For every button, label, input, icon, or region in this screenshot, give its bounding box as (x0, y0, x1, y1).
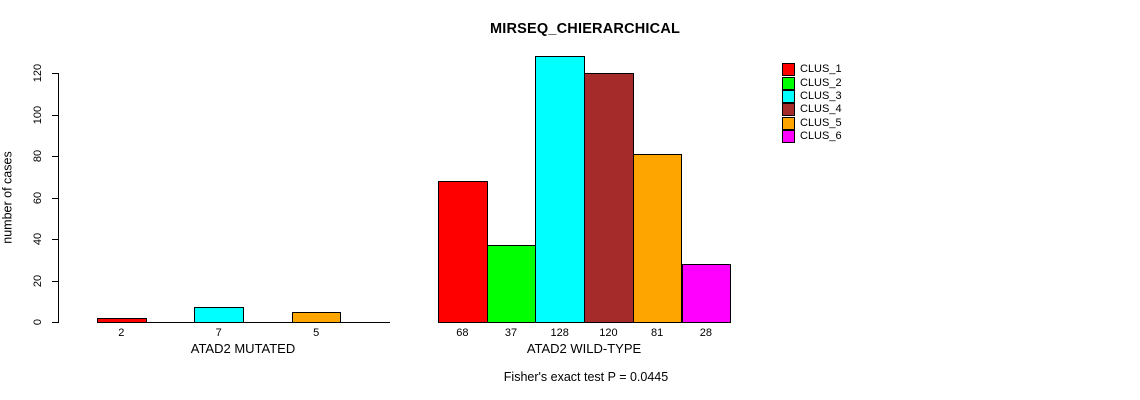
bar-value-label: 7 (215, 327, 222, 339)
bar (291, 311, 342, 323)
y-axis-tick (52, 156, 58, 157)
y-axis-tick (52, 280, 58, 282)
group-label-atad2-mutated: ATAD2 MUTATED (190, 341, 296, 356)
legend-item: CLUS_5 (782, 116, 842, 130)
group-label-atad2-wild-type: ATAD2 WILD-TYPE (526, 341, 642, 356)
footer-caption: Fisher's exact test P = 0.0445 (503, 370, 669, 384)
y-axis-tick (52, 114, 58, 116)
bar (97, 317, 147, 323)
y-tick-label: 60 (32, 191, 44, 204)
y-tick-label: 80 (32, 149, 44, 163)
bar (194, 307, 245, 323)
legend-label: CLUS_6 (800, 130, 842, 143)
bar-value-label: 37 (504, 327, 518, 339)
legend-label: CLUS_3 (800, 89, 842, 102)
bar-value-label: 68 (456, 327, 469, 339)
y-tick-label: 120 (32, 63, 44, 83)
bar-value-label: 28 (699, 327, 712, 339)
bar-value-label: 5 (313, 327, 320, 339)
y-axis-tick (52, 73, 58, 74)
legend-swatch (782, 63, 795, 77)
bar (584, 73, 634, 323)
legend-item: CLUS_2 (782, 76, 842, 90)
legend-label: CLUS_4 (800, 103, 842, 116)
legend: CLUS_1 CLUS_2 CLUS_3 CLUS_4 CLUS_5 CLUS_6 (782, 63, 842, 144)
bar-value-label: 2 (118, 327, 125, 339)
legend-swatch (782, 76, 795, 90)
legend-label: CLUS_1 (800, 63, 842, 76)
legend-label: CLUS_2 (800, 76, 842, 89)
bar (486, 245, 537, 323)
legend-swatch (782, 103, 795, 117)
bar (681, 263, 732, 323)
legend-label: CLUS_5 (800, 116, 842, 129)
legend-swatch (782, 89, 795, 103)
y-tick-label: 0 (32, 318, 44, 326)
bar (632, 153, 683, 323)
zero-bar (340, 322, 391, 323)
legend-swatch (782, 130, 795, 144)
y-tick-label: 100 (32, 105, 44, 124)
bar-value-label: 81 (651, 327, 664, 339)
y-tick-label: 40 (32, 232, 44, 246)
bar (438, 180, 488, 323)
bar (535, 56, 586, 323)
legend-item: CLUS_6 (782, 130, 842, 144)
bar-value-label: 128 (550, 327, 569, 339)
legend-item: CLUS_4 (782, 103, 842, 117)
bar-value-label: 120 (599, 327, 618, 339)
zero-bar (145, 322, 196, 323)
chart-title: MIRSEQ_CHIERARCHICAL (489, 21, 681, 37)
y-axis-tick (52, 322, 58, 323)
legend-swatch (782, 116, 795, 130)
legend-item: CLUS_3 (782, 89, 842, 103)
legend-item: CLUS_1 (782, 63, 842, 77)
y-tick-label: 20 (32, 274, 44, 287)
y-axis-tick (52, 239, 58, 240)
y-axis-tick (52, 197, 58, 199)
y-axis-line (58, 73, 59, 323)
zero-bar (243, 322, 293, 323)
